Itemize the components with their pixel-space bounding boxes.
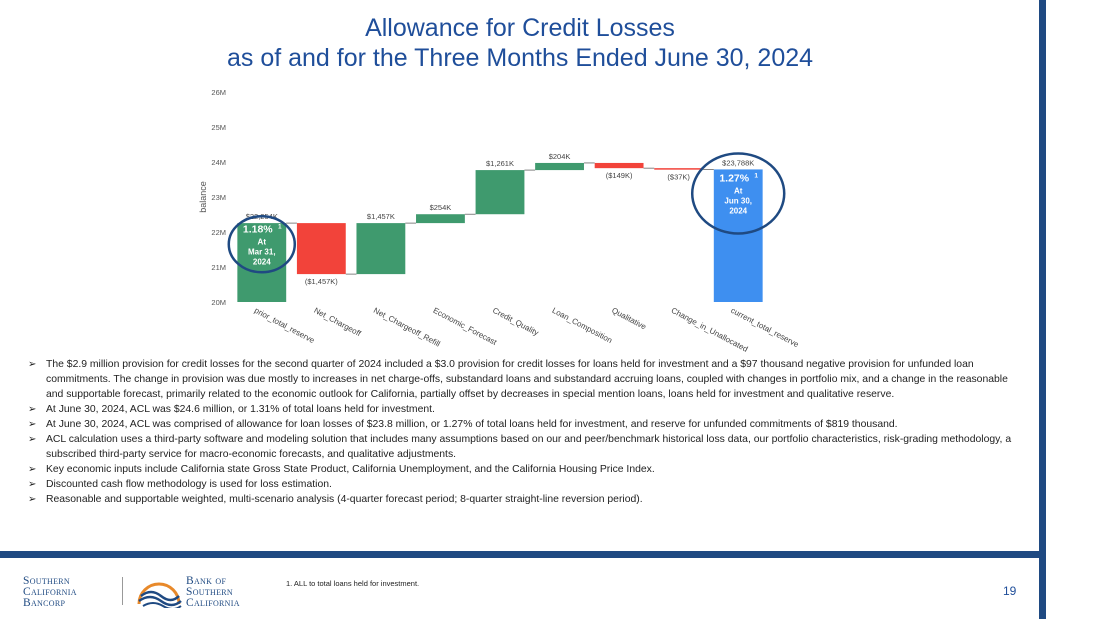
- callout-footnote-mark: 1: [754, 173, 758, 180]
- bank-wave-logo-icon: [137, 582, 182, 608]
- x-tick-label: Loan_Composition: [551, 306, 614, 345]
- bar-Credit_Quality: [475, 170, 525, 215]
- bullet-item: ➢ ACL calculation uses a third-party soft…: [28, 434, 1012, 460]
- slide-title-line-2: as of and for the Three Months Ended Jun…: [226, 44, 814, 72]
- arrow-bullet-icon: ➢: [28, 359, 37, 370]
- callout-ellipse: [227, 215, 297, 274]
- callout-year: 2024: [253, 257, 271, 266]
- page-number: 19: [1003, 584, 1017, 598]
- y-tick-label: 22M: [211, 228, 226, 237]
- southern-california-bancorp-logo: Southern California Bancorp: [23, 575, 77, 609]
- bar-Net_Chargeoff_Refill: [356, 223, 406, 275]
- bar-Economic_Forecast: [416, 214, 465, 224]
- bullet-item: ➢ At June 30, 2024, ACL was $24.6 million…: [28, 404, 435, 415]
- callout-percent: 1.27%: [719, 173, 749, 185]
- callout-year: 2024: [729, 207, 747, 216]
- bank-of-southern-california-logo: Bank of Southern California: [186, 575, 240, 609]
- footer-divider-bar: [0, 551, 1046, 558]
- arrow-bullet-icon: ➢: [28, 494, 37, 505]
- arrow-bullet-icon: ➢: [28, 434, 37, 445]
- bullet-item: ➢ The $2.9 million provision for credit l…: [28, 359, 1008, 400]
- x-tick-label: Net_Chargeoff: [312, 306, 363, 339]
- y-tick-label: 25M: [211, 123, 226, 132]
- x-tick-label: Qualitative: [610, 306, 648, 332]
- bar-current_total_reserve: [713, 169, 763, 302]
- bullet-list: ➢ The $2.9 million provision for credit l…: [28, 357, 1018, 507]
- slide-title-line-1: Allowance for Credit Losses: [365, 14, 675, 42]
- bullet-item: ➢ Reasonable and supportable weighted, mu…: [28, 494, 643, 505]
- callout-at: At: [258, 237, 267, 246]
- data-label: ($149K): [606, 171, 633, 180]
- arrow-bullet-icon: ➢: [28, 404, 37, 415]
- x-tick-label: Economic_Forecast: [432, 306, 499, 348]
- callout-percent: 1.18%: [243, 223, 273, 235]
- footnote: 1. ALL to total loans held for investmen…: [286, 579, 420, 588]
- x-tick-label: prior_total_reserve: [253, 306, 317, 346]
- bar-Change_in_Unallocated: [654, 168, 704, 170]
- arrow-bullet-icon: ➢: [28, 419, 37, 430]
- x-tick-label: Credit_Quality: [491, 306, 540, 338]
- arrow-bullet-icon: ➢: [28, 464, 37, 475]
- logo-divider: [122, 577, 123, 605]
- data-label: $254K: [430, 203, 452, 212]
- y-tick-label: 23M: [211, 193, 226, 202]
- callout-at: At: [734, 187, 743, 196]
- data-label: $23,788K: [722, 158, 754, 167]
- data-label: $204K: [549, 152, 571, 161]
- data-label: ($1,457K): [305, 277, 338, 286]
- bullet-item: ➢ Key economic inputs include California …: [28, 464, 655, 475]
- y-tick-label: 24M: [211, 158, 226, 167]
- bullet-item: ➢ At June 30, 2024, ACL was comprised of …: [28, 419, 898, 430]
- bar-Loan_Composition: [535, 162, 584, 171]
- bar-Net_Chargeoff: [296, 223, 346, 275]
- callout-ellipse: [690, 152, 786, 235]
- arrow-bullet-icon: ➢: [28, 479, 37, 490]
- bar-prior_total_reserve: [237, 223, 287, 302]
- data-label: ($37K): [667, 172, 690, 181]
- y-tick-label: 21M: [211, 263, 226, 272]
- data-label: $1,457K: [367, 212, 395, 221]
- data-label: $1,261K: [486, 159, 514, 168]
- y-tick-label: 20M: [211, 298, 226, 307]
- callout-date: Jun 30,: [724, 197, 752, 206]
- y-tick-label: 26M: [211, 88, 226, 97]
- callout-footnote-mark: 1: [278, 223, 282, 230]
- right-accent-bar: [1039, 0, 1046, 619]
- y-axis-label: balance: [198, 181, 208, 213]
- bar-Qualitative: [594, 162, 644, 169]
- waterfall-chart: 20M21M22M23M24M25M26Mbalance$22,254Kprio…: [198, 88, 801, 352]
- callout-date: Mar 31,: [248, 247, 276, 256]
- bullet-item: ➢ Discounted cash flow methodology is use…: [28, 479, 332, 490]
